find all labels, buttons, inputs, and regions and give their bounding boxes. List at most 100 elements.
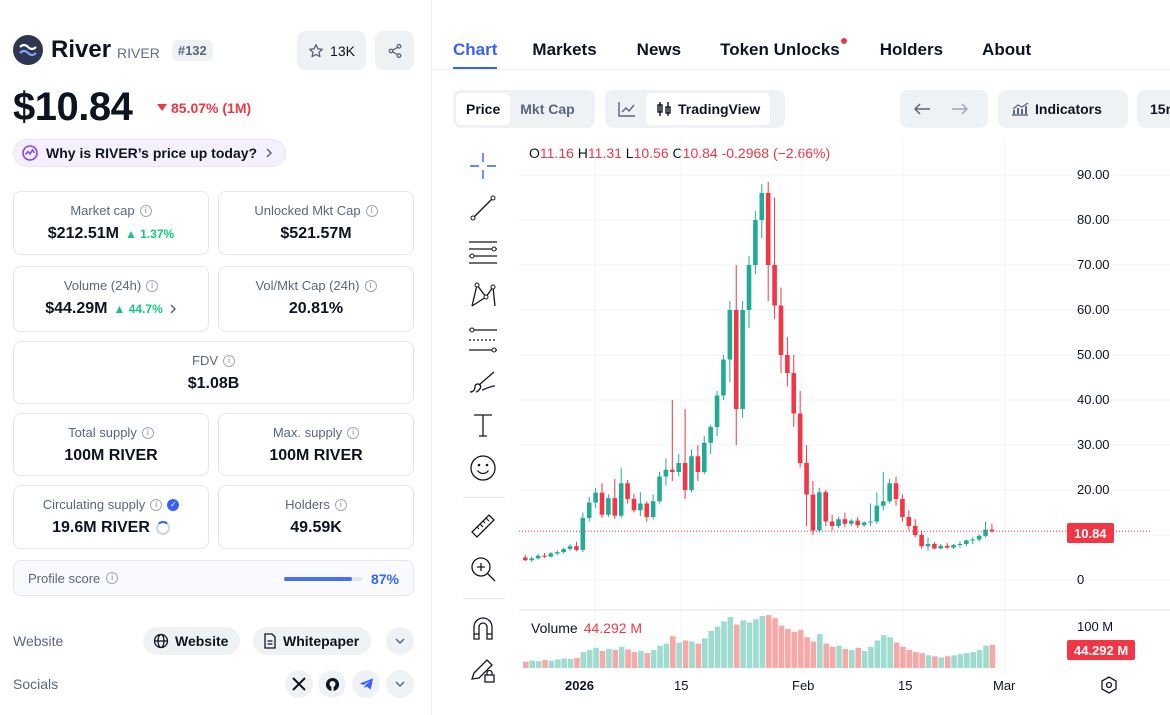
candle-body [797, 413, 803, 463]
candle-body [893, 483, 899, 499]
candle-body [887, 483, 892, 502]
ohlc-legend: O11.16 H11.31 L10.56 C10.84 -0.2968 (−2.… [529, 145, 830, 161]
volume-bar [727, 617, 734, 668]
volume-bar [855, 647, 861, 668]
trend-line-tool[interactable] [468, 193, 498, 223]
info-icon[interactable]: i [146, 279, 159, 292]
candle-body [599, 492, 605, 515]
candle-body [682, 463, 688, 490]
info-icon[interactable]: i [141, 426, 154, 439]
emoji-tool[interactable] [468, 453, 498, 483]
telegram-button[interactable] [352, 670, 380, 698]
candle-body [791, 373, 797, 414]
lock-drawings-tool[interactable] [468, 656, 498, 686]
volume-bar [772, 618, 778, 668]
info-icon[interactable]: i [223, 354, 235, 367]
volume-bar [951, 655, 957, 668]
interval-button[interactable]: 15m [1137, 90, 1170, 128]
indicators-button[interactable]: Indicators [998, 90, 1128, 128]
tab-holders[interactable]: Holders [879, 40, 944, 59]
candle-body [663, 469, 669, 477]
unlocked-mkt-cap-label: Unlocked Mkt Cap [254, 203, 361, 218]
more-links-button[interactable] [386, 627, 414, 655]
candle-body [708, 427, 713, 443]
brush-tool[interactable] [468, 367, 498, 397]
why-price-up-button[interactable]: Why is RIVER’s price up today? [13, 139, 287, 167]
whitepaper-button[interactable]: Whitepaper [253, 627, 372, 655]
more-socials-button[interactable] [386, 670, 414, 698]
x-twitter-button[interactable] [285, 670, 313, 698]
supply-progress-ring-icon [155, 521, 170, 535]
info-icon[interactable]: i [365, 204, 378, 217]
undo-button[interactable] [903, 93, 941, 125]
ai-spark-icon [22, 145, 38, 161]
candle-body [804, 463, 809, 495]
ohlc-close-label: C [672, 145, 683, 161]
ohlc-open-label: O [529, 145, 540, 161]
candle-body [842, 519, 848, 524]
candle-body [925, 544, 931, 547]
tab-token-unlocks[interactable]: Token Unlocks [720, 26, 847, 69]
section-tabs: Chart Markets News Token Unlocks Holders… [453, 26, 1031, 70]
pattern-icon [471, 282, 496, 307]
info-icon[interactable]: i [364, 279, 377, 292]
profile-score-row[interactable]: Profile score i 87% [13, 560, 414, 596]
volume-bar [733, 624, 740, 668]
forecast-tool[interactable] [468, 325, 498, 355]
tradingview-label: TradingView [678, 101, 761, 117]
holders-card[interactable]: Holders i 49.59K [218, 485, 414, 549]
github-button[interactable] [318, 670, 346, 698]
tab-about[interactable]: About [982, 40, 1032, 59]
interval-label: 15m [1150, 101, 1170, 117]
price-toggle[interactable]: Price [456, 93, 511, 125]
volume-bar [906, 649, 913, 668]
magnet-tool[interactable] [468, 613, 498, 643]
candle-body [983, 529, 988, 536]
mkt-cap-toggle[interactable]: Mkt Cap [520, 101, 575, 117]
website-button[interactable]: Website [143, 627, 241, 655]
volume-bar [574, 657, 580, 668]
total-supply-label: Total supply [68, 425, 137, 440]
tab-chart[interactable]: Chart [453, 26, 498, 69]
chart-settings-icon[interactable] [1099, 675, 1119, 695]
candle-body [631, 499, 637, 511]
volume-axis-max: 100 M [1077, 619, 1114, 634]
tradingview-toggle[interactable]: TradingView [646, 93, 771, 125]
zoom-tool[interactable] [468, 554, 498, 584]
info-icon[interactable]: i [334, 498, 347, 511]
coin-info-panel: River RIVER #132 13K $10.84 85.07% (1M) … [0, 0, 432, 715]
candlestick-chart[interactable] [519, 140, 1170, 675]
info-icon[interactable]: i [139, 204, 152, 217]
candle-body [868, 521, 873, 523]
volume-bar [836, 645, 842, 668]
candle-body [670, 469, 675, 472]
document-icon [264, 633, 276, 649]
tab-markets[interactable]: Markets [532, 40, 597, 59]
tab-news[interactable]: News [636, 40, 682, 59]
volume-bar [880, 635, 887, 668]
info-icon[interactable]: i [347, 426, 360, 439]
volume-bar [593, 647, 599, 668]
line-chart-toggle[interactable] [608, 93, 646, 125]
fib-tool[interactable] [468, 237, 498, 267]
volume-card[interactable]: Volume (24h) i $44.29M ▲ 44.7% [13, 266, 209, 332]
crosshair-tool[interactable] [468, 151, 498, 181]
measure-tool[interactable] [468, 511, 498, 541]
share-button[interactable] [375, 31, 414, 70]
text-tool[interactable] [468, 410, 498, 440]
volume-bar [944, 656, 951, 668]
info-icon[interactable]: i [106, 572, 119, 584]
circulating-supply-value: 19.6M RIVER [52, 519, 150, 536]
holders-value: 49.59K [290, 519, 342, 536]
price-axis-label: 90.00 [1077, 167, 1110, 182]
volume-bar [561, 658, 567, 668]
pattern-tool[interactable] [468, 280, 498, 310]
info-icon[interactable]: i [150, 498, 163, 511]
globe-icon [153, 633, 169, 649]
volume-value: $44.29M [45, 300, 108, 317]
volume-bar [919, 653, 925, 668]
watchlist-button[interactable]: 13K [297, 31, 366, 70]
star-icon [309, 43, 324, 57]
time-axis-label: Feb [792, 678, 815, 693]
redo-button[interactable] [941, 93, 979, 125]
